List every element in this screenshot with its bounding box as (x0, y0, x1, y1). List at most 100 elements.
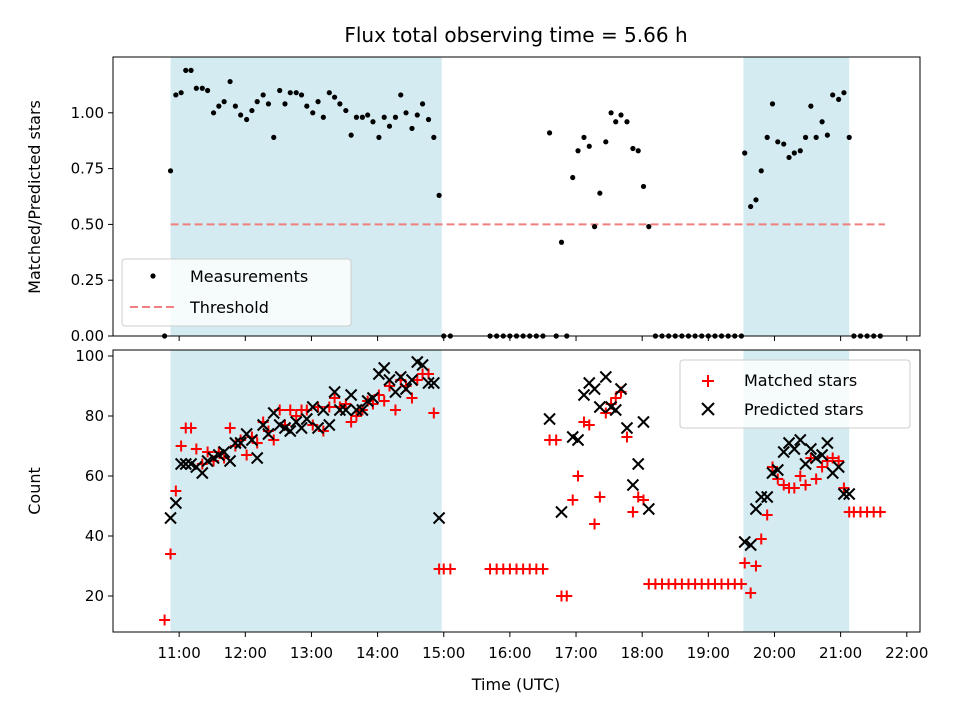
predicted-star-point (815, 448, 829, 462)
x-tick-label: 18:00 (621, 644, 664, 662)
matched-star-point (383, 380, 395, 392)
measurement-point (781, 141, 787, 147)
measurement-point (254, 99, 260, 105)
measurement-point (210, 110, 217, 116)
predicted-star-point (394, 370, 407, 384)
measurement-point (640, 183, 647, 190)
predicted-stars-points (164, 355, 856, 552)
matched-star-point (428, 407, 440, 419)
predicted-star-point (843, 487, 856, 501)
predicted-star-point (295, 421, 308, 435)
matched-star-point (800, 479, 812, 491)
measurement-point (167, 168, 174, 174)
bottom-y-tick-label: 80 (85, 407, 104, 425)
measurement-point (575, 148, 581, 154)
measurement-point (199, 85, 205, 91)
x-tick-label: 15:00 (422, 644, 465, 662)
matched-star-point (268, 434, 280, 446)
predicted-star-point (164, 511, 177, 525)
matched-star-point (190, 443, 202, 455)
measurement-point (238, 112, 244, 118)
measurement-point (298, 92, 305, 98)
matched-star-point (550, 434, 562, 446)
matched-star-point (241, 449, 253, 461)
matched-star-point (165, 548, 177, 560)
predicted-star-point (383, 373, 396, 387)
measurement-point (819, 119, 825, 125)
measurement-point (353, 114, 360, 120)
measurement-point (178, 90, 184, 96)
predicted-star-point (794, 433, 807, 447)
matched-star-point (290, 410, 302, 422)
measurement-point (597, 190, 603, 196)
measurement-point (386, 123, 393, 129)
measurement-point (802, 134, 809, 140)
measurement-point (436, 192, 442, 198)
matched-star-point (589, 518, 601, 530)
predicted-star-point (609, 403, 622, 417)
x-tick-label: 22:00 (885, 644, 928, 662)
measurement-point (193, 85, 199, 91)
matched-star-point (444, 563, 456, 575)
matched-star-point (739, 557, 751, 569)
matched-star-point (378, 395, 390, 407)
measurement-point (359, 114, 365, 120)
measurement-point (830, 92, 836, 98)
measurement-point (808, 103, 814, 109)
matched-star-point (202, 446, 214, 458)
x-axis-label: Time (UTC) (471, 675, 560, 694)
measurement-point (786, 154, 792, 161)
predicted-star-point (405, 373, 419, 387)
measurement-point (282, 101, 288, 107)
matched-star-point (750, 560, 762, 572)
matched-star-point (745, 587, 757, 599)
measurement-point (348, 132, 354, 138)
predicted-star-point (744, 538, 757, 552)
top-panel: 0.00 0.25 0.50 0.75 1.00 Matched/Predicted s… (25, 56, 921, 345)
matched-star-point (175, 440, 187, 452)
predicted-star-point (749, 502, 763, 516)
predicted-star-point (377, 361, 391, 375)
matched-star-point (406, 392, 418, 404)
bottom-shade-0 (170, 350, 442, 632)
predicted-star-point (196, 466, 209, 480)
predicted-star-point (637, 415, 650, 429)
matched-star-point (838, 482, 850, 494)
predicted-star-point (250, 451, 264, 465)
predicted-star-point (339, 403, 353, 417)
bottom-legend: Matched stars Predicted stars (679, 359, 911, 429)
predicted-star-point (229, 436, 242, 450)
matched-star-point (572, 470, 584, 482)
predicted-star-point (738, 535, 751, 549)
bottom-y-ticks: 20 40 60 80 100 (75, 347, 113, 605)
measurement-point (376, 134, 382, 140)
predicted-star-point (571, 433, 585, 447)
measurement-point (630, 145, 636, 152)
matched-star-point (874, 506, 886, 518)
measurement-point (797, 148, 803, 154)
measurement-point (216, 103, 222, 109)
legend-measurements-label: Measurements (190, 267, 308, 286)
measurement-point (635, 148, 641, 154)
predicted-star-point (245, 433, 259, 447)
measurement-point (836, 96, 842, 103)
matched-star-point (788, 482, 800, 494)
measurement-point (769, 101, 776, 107)
top-shade-1 (743, 57, 850, 336)
legend-matched-label: Matched stars (744, 371, 857, 390)
predicted-star-point (599, 370, 613, 384)
legend-predicted-label: Predicted stars (744, 400, 864, 419)
predicted-star-point (306, 400, 319, 414)
measurement-point (381, 114, 387, 120)
top-y-tick-label: 0.00 (71, 327, 104, 345)
predicted-star-point (416, 358, 429, 372)
top-y-tick-label: 1.00 (71, 104, 104, 122)
bottom-legend-box (679, 359, 911, 429)
measurement-point (188, 67, 194, 73)
measurement-point (315, 99, 321, 105)
predicted-star-point (311, 421, 325, 435)
matched-star-point (411, 374, 423, 386)
measurement-point (425, 116, 432, 123)
predicted-star-point (777, 445, 790, 459)
